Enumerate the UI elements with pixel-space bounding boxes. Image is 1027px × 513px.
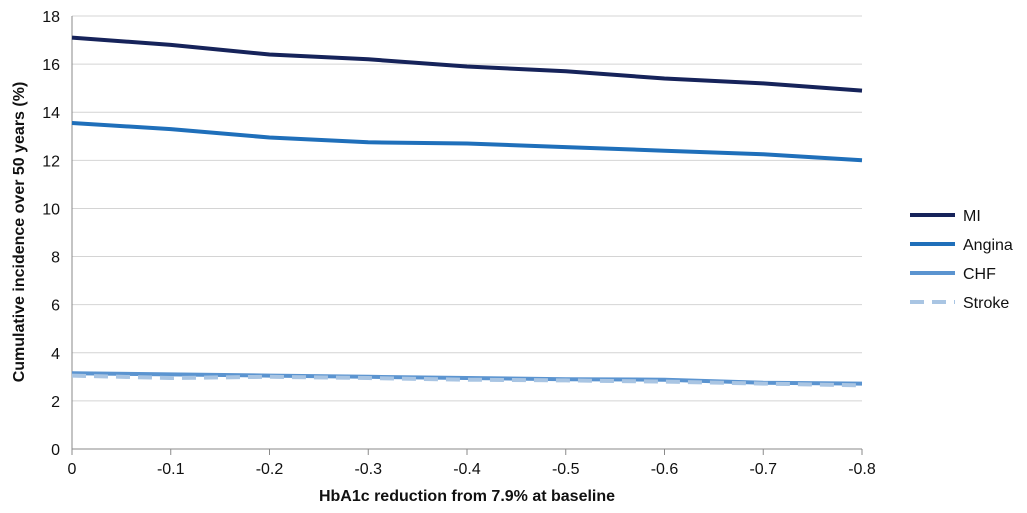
legend-label-chf: CHF <box>963 266 996 283</box>
x-tick-label: -0.3 <box>354 461 382 478</box>
x-tick-label: -0.6 <box>651 461 679 478</box>
x-tick-label: -0.7 <box>749 461 777 478</box>
y-tick-label: 4 <box>51 346 60 363</box>
y-tick-label: 10 <box>42 201 60 218</box>
x-axis-title: HbA1c reduction from 7.9% at baseline <box>319 488 615 505</box>
y-tick-label: 2 <box>51 394 60 411</box>
axes: 0 2 4 6 8 10 12 14 16 18 0 -0.1 -0.2 -0.3 -0.4 -0.5 -0.6… <box>42 9 876 478</box>
legend-label-stroke: Stroke <box>963 295 1009 312</box>
x-tick-label: -0.2 <box>256 461 284 478</box>
x-tick-label: -0.5 <box>552 461 580 478</box>
y-tick-label: 8 <box>51 250 60 267</box>
x-tick-label: 0 <box>68 461 77 478</box>
series-line-chf <box>71 371 863 386</box>
x-tick-label: -0.4 <box>453 461 481 478</box>
y-tick-label: 16 <box>42 57 60 74</box>
legend: MI Angina CHF Stroke <box>910 208 1013 312</box>
y-tick-label: 12 <box>42 153 60 170</box>
series-line-angina <box>71 121 863 163</box>
x-tick-label: -0.1 <box>157 461 185 478</box>
y-tick-label: 0 <box>51 442 60 459</box>
y-tick-label: 18 <box>42 9 60 26</box>
x-tick-label: -0.8 <box>848 461 876 478</box>
series-line-mi <box>71 35 863 93</box>
series-lines <box>71 35 863 388</box>
legend-label-angina: Angina <box>963 237 1013 254</box>
y-tick-label: 14 <box>42 105 60 122</box>
gridlines <box>72 15 862 402</box>
y-tick-label: 6 <box>51 298 60 315</box>
y-axis-title: Cumulative incidence over 50 years (%) <box>11 82 28 383</box>
legend-label-mi: MI <box>963 208 981 225</box>
